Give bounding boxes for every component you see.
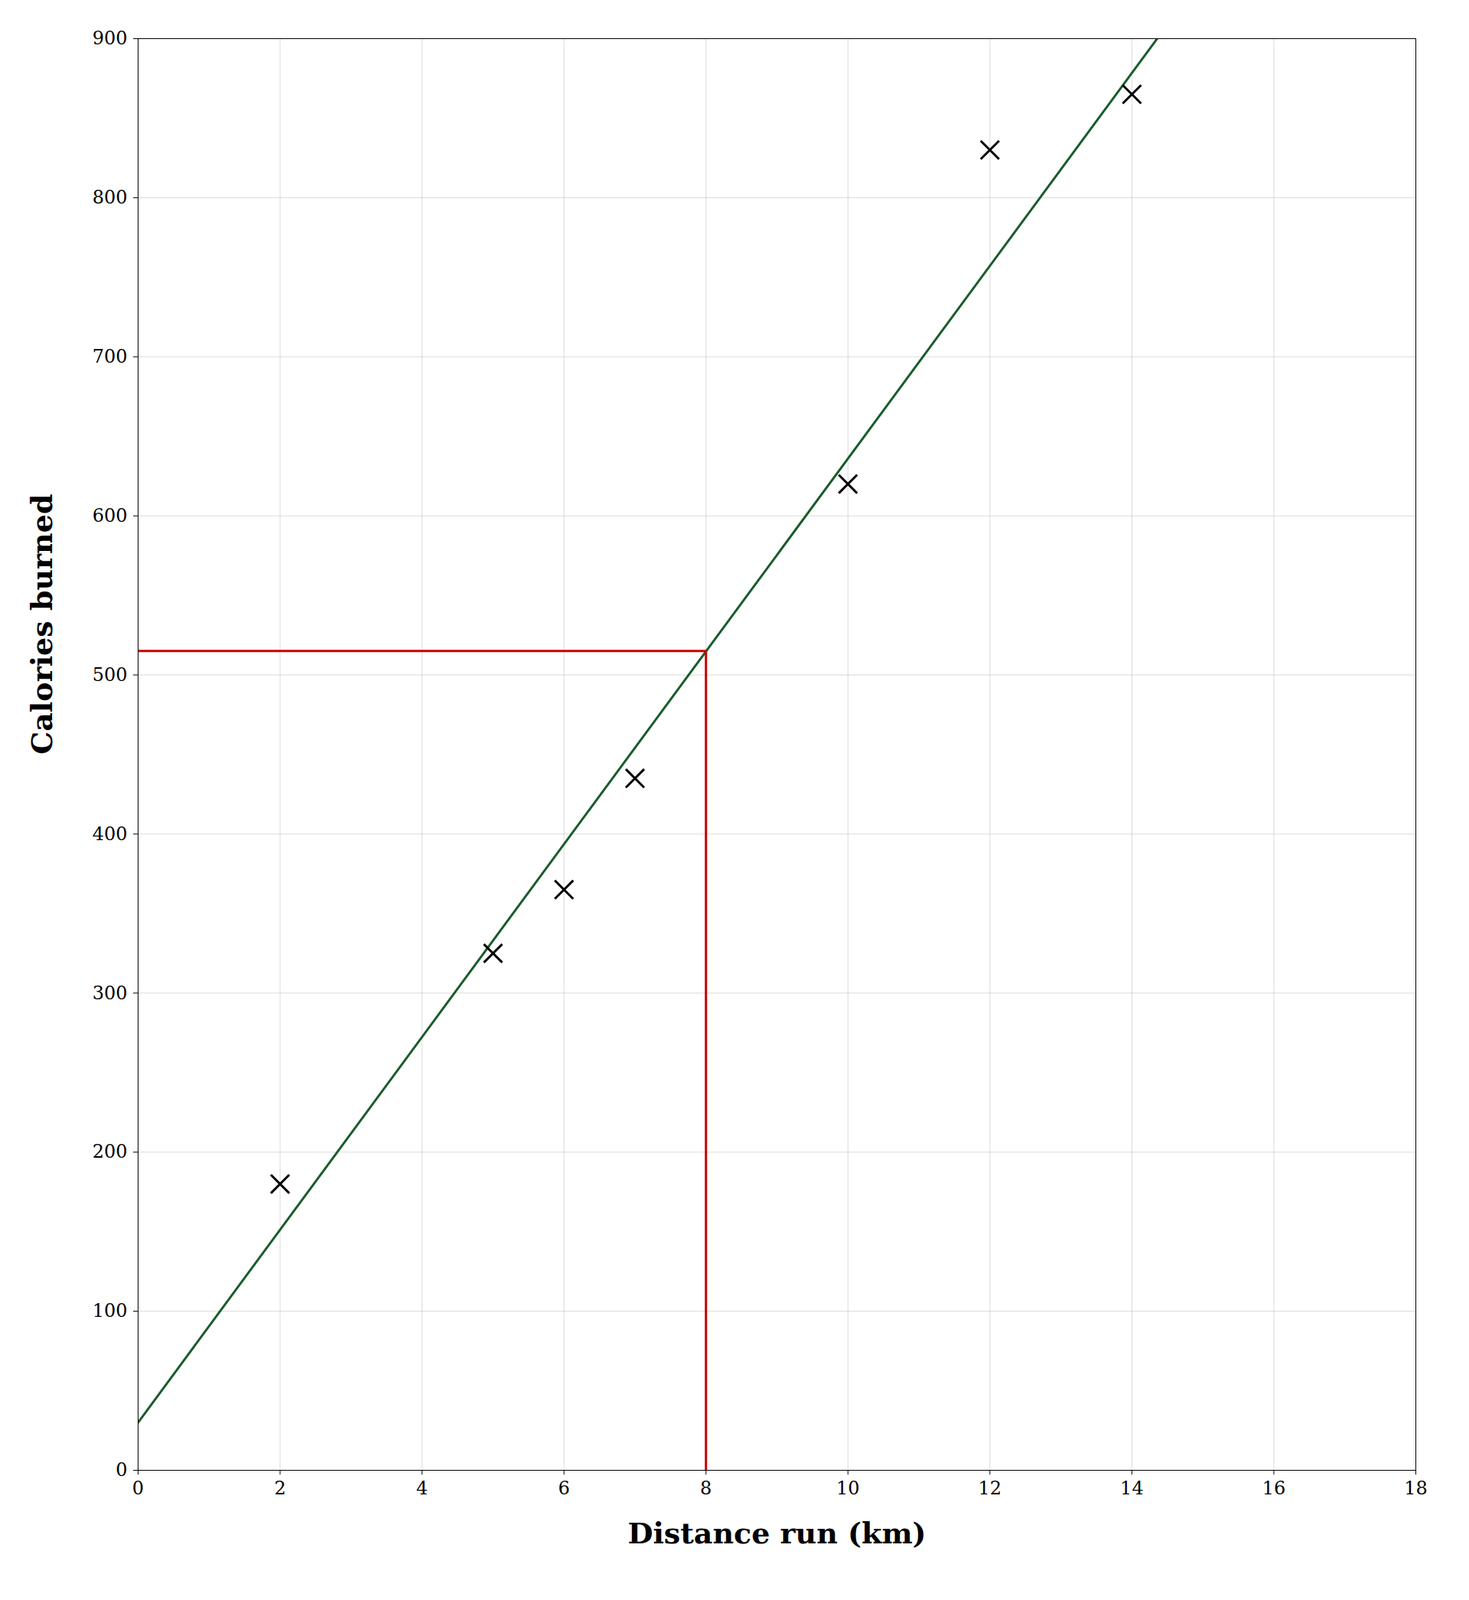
svg-text:0: 0 <box>132 1477 144 1499</box>
svg-text:500: 500 <box>92 664 128 686</box>
svg-text:100: 100 <box>92 1299 128 1322</box>
svg-text:10: 10 <box>836 1477 860 1499</box>
svg-text:Distance run (km): Distance run (km) <box>627 1515 926 1551</box>
svg-text:12: 12 <box>978 1477 1003 1499</box>
svg-text:2: 2 <box>273 1477 286 1499</box>
svg-text:0: 0 <box>115 1459 128 1481</box>
svg-text:16: 16 <box>1262 1477 1287 1499</box>
svg-text:400: 400 <box>92 823 128 845</box>
svg-text:700: 700 <box>92 345 128 368</box>
svg-text:18: 18 <box>1403 1477 1428 1499</box>
svg-text:200: 200 <box>92 1140 128 1163</box>
svg-text:900: 900 <box>92 27 128 49</box>
svg-text:600: 600 <box>92 504 128 527</box>
svg-text:Calories burned: Calories burned <box>24 494 59 756</box>
svg-text:4: 4 <box>416 1477 428 1499</box>
svg-text:800: 800 <box>92 186 128 209</box>
svg-text:6: 6 <box>558 1477 571 1499</box>
svg-text:300: 300 <box>92 982 128 1004</box>
svg-text:8: 8 <box>700 1477 712 1499</box>
svg-text:14: 14 <box>1120 1477 1144 1499</box>
